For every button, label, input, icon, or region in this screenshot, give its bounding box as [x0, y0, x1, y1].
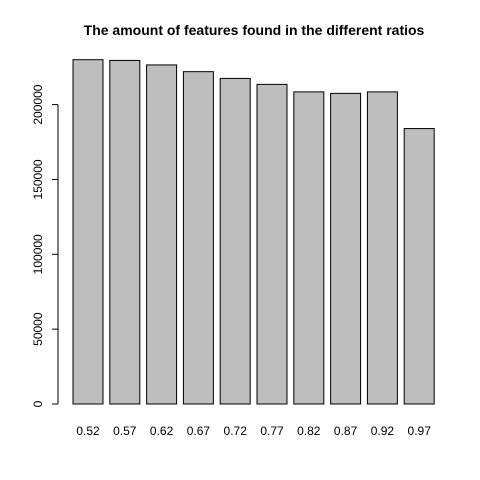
bar-0.52 — [72, 59, 104, 405]
bar-0.87 — [330, 92, 362, 405]
chart-title: The amount of features found in the diff… — [84, 22, 425, 38]
x-tick-label: 0.77 — [260, 424, 284, 438]
y-tick-label: 50000 — [31, 312, 45, 346]
y-tick-label: 0 — [31, 400, 45, 407]
x-tick-labels: 0.52 0.57 0.62 0.67 0.72 0.77 0.82 0.87 0.92 0.97 — [76, 424, 431, 438]
x-tick-label: 0.62 — [150, 424, 174, 438]
y-tick-label: 150000 — [31, 159, 45, 199]
bars-group — [72, 59, 435, 405]
bar-0.82 — [293, 91, 325, 405]
x-tick-label: 0.87 — [334, 424, 358, 438]
x-tick-label: 0.92 — [371, 424, 395, 438]
x-tick-label: 0.57 — [113, 424, 137, 438]
bar-0.72 — [219, 77, 251, 405]
bar-0.57 — [109, 59, 141, 405]
x-tick-label: 0.97 — [408, 424, 432, 438]
bar-0.77 — [256, 83, 288, 405]
bar-0.67 — [182, 71, 214, 405]
x-tick-label: 0.67 — [187, 424, 211, 438]
bar-0.62 — [146, 64, 178, 405]
y-tick-label: 200000 — [31, 84, 45, 124]
y-axis: 0 50000 100000 150000 200000 — [31, 84, 59, 407]
x-tick-label: 0.72 — [224, 424, 248, 438]
x-tick-label: 0.82 — [297, 424, 321, 438]
bar-0.92 — [366, 91, 398, 405]
bar-0.97 — [403, 128, 435, 405]
x-tick-label: 0.52 — [76, 424, 100, 438]
y-tick-label: 100000 — [31, 234, 45, 274]
